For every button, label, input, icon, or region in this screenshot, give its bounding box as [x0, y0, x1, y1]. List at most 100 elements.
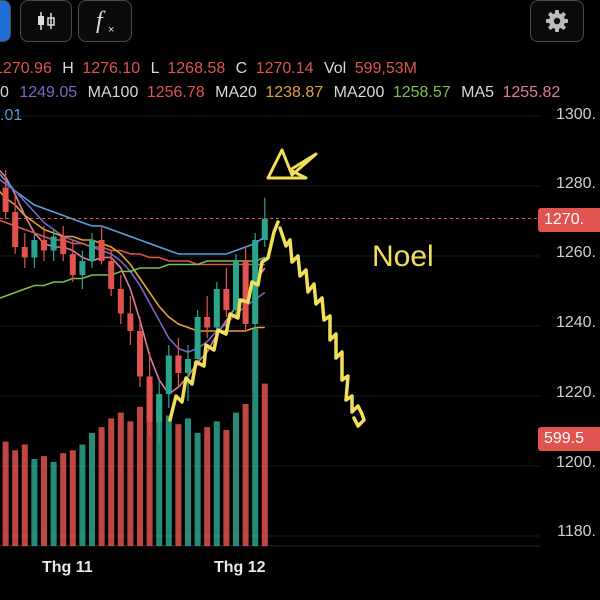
ma5-value: 1255.82	[502, 84, 561, 101]
x-tick: Thg 11	[42, 559, 93, 576]
volume-bar	[233, 412, 239, 546]
annotation-down-scribble	[278, 226, 366, 428]
candle-body	[233, 261, 239, 310]
candle	[50, 229, 57, 261]
low-value: 1268.58	[167, 60, 226, 77]
candle-body	[79, 261, 86, 275]
candle-body	[223, 289, 230, 310]
candle-body	[137, 331, 143, 377]
function-icon: f ×	[96, 8, 114, 36]
candle-body	[204, 317, 211, 328]
candle	[108, 250, 115, 296]
candle	[137, 317, 143, 387]
volume-bar	[98, 427, 105, 546]
ma-line	[0, 169, 266, 396]
ma-first-value: 1249.05	[19, 84, 78, 101]
candle	[165, 345, 172, 408]
indicators-button[interactable]: f ×	[78, 0, 132, 42]
volume-bar	[185, 418, 191, 546]
high-value: 1276.10	[82, 60, 141, 77]
candle	[175, 338, 182, 387]
candle-body	[175, 355, 182, 373]
x-tick: Thg 12	[214, 559, 266, 576]
volume-bar	[60, 453, 67, 546]
annotation-up-scribble	[168, 220, 280, 422]
ma-line	[0, 256, 266, 299]
ma100-label: MA100	[87, 84, 139, 101]
volume-bar	[117, 412, 124, 546]
volume-bar	[69, 450, 76, 546]
settings-button[interactable]	[530, 0, 584, 42]
volume-bar	[175, 424, 182, 546]
chart-type-tab[interactable]	[0, 0, 11, 42]
candlestick-button[interactable]	[20, 0, 72, 42]
ma-row: 0 1249.05 MA100 1256.78 MA20 1238.87 MA2…	[0, 84, 560, 104]
candle-body	[165, 355, 172, 394]
candle-body	[194, 317, 201, 359]
candle	[146, 352, 153, 436]
candle	[213, 282, 220, 335]
close-value: 1270.14	[255, 60, 314, 77]
candle-body	[261, 218, 268, 240]
candle-body	[127, 313, 134, 331]
ma200-label: MA200	[333, 84, 385, 101]
annotation-text: Noel	[372, 240, 434, 273]
volume-bar	[213, 421, 220, 546]
candle-body	[31, 240, 38, 258]
candle	[117, 275, 124, 324]
candle-body	[108, 261, 115, 289]
volume-bar	[21, 444, 28, 546]
moving-average-lines	[0, 169, 266, 396]
candle-body	[117, 289, 124, 314]
function-glyph: f	[96, 8, 106, 34]
volume-bar	[2, 441, 9, 546]
candle-body	[60, 236, 67, 254]
candle	[204, 296, 211, 338]
candle-body	[146, 376, 153, 422]
volume-bar	[252, 328, 259, 546]
volume-bar	[79, 444, 86, 546]
candle	[21, 233, 28, 268]
svg-text:×: ×	[108, 24, 114, 36]
gear-icon	[546, 10, 568, 32]
last-price-tag: 1270.	[538, 208, 600, 232]
ohlc-row: 1270.96 H 1276.10 L 1268.58 C 1270.14 Vo…	[0, 60, 417, 80]
volume-bar	[242, 403, 249, 546]
volume-bar	[146, 383, 153, 546]
candle-body	[12, 212, 19, 247]
candle	[79, 250, 86, 289]
candle	[69, 240, 76, 282]
volume-value: 599,53M	[354, 60, 417, 77]
volume-label: Vol	[323, 60, 347, 77]
candle	[233, 254, 239, 317]
candle-body	[89, 240, 95, 261]
candle-body	[41, 240, 47, 251]
volume-bar	[156, 401, 163, 546]
toolbar: f ×	[0, 0, 600, 44]
ma20-value: 1238.87	[265, 84, 324, 101]
volume-bars	[2, 328, 268, 546]
ma-line	[0, 173, 266, 255]
candle	[12, 194, 19, 254]
candle-body	[21, 247, 28, 258]
close-label: C	[235, 60, 248, 77]
y-tick: 1220.	[555, 384, 596, 401]
volume-bar	[89, 432, 95, 546]
candle	[2, 170, 9, 219]
y-tick: 1180.	[557, 523, 596, 540]
ma100-value: 1256.78	[146, 84, 205, 101]
star-icon	[266, 148, 318, 180]
candle-body	[69, 254, 76, 275]
candlestick-icon	[38, 12, 55, 30]
candles	[2, 170, 268, 443]
open-value: 1270.96	[0, 60, 52, 77]
volume-bar	[12, 450, 19, 546]
candle	[156, 380, 163, 443]
candle	[261, 197, 268, 247]
volume-bar	[108, 418, 115, 546]
candle	[223, 268, 230, 317]
ma200-value: 1258.57	[392, 84, 451, 101]
ma5-label: MA5	[461, 84, 495, 101]
y-tick: 1280.	[555, 175, 596, 192]
